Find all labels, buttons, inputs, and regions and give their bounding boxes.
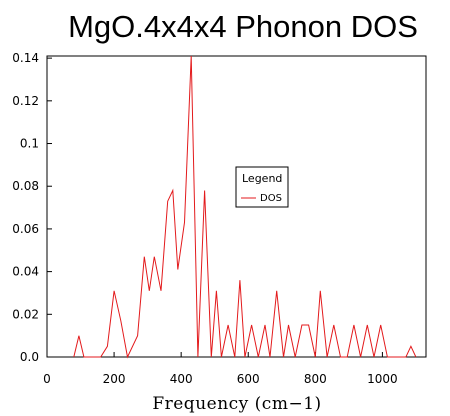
x-tick-label: 400: [170, 372, 193, 386]
x-tick-label: 1000: [367, 372, 398, 386]
legend-box: [235, 166, 289, 208]
y-tick-label: 0.0: [20, 350, 39, 364]
y-tick-label: 0.1: [20, 137, 39, 151]
x-tick-label: 0: [43, 372, 51, 386]
y-tick-label: 0.04: [12, 265, 39, 279]
y-tick-label: 0.12: [12, 94, 39, 108]
x-tick-label: 600: [237, 372, 260, 386]
legend: Legend DOS: [235, 166, 289, 208]
y-tick-label: 0.02: [12, 307, 39, 321]
plot-frame: [46, 55, 427, 358]
x-tick-label: 200: [103, 372, 126, 386]
legend-entry-dos: DOS: [260, 193, 282, 204]
series-layer: [73, 55, 417, 359]
x-axis-label: Frequency (cm−1): [152, 394, 321, 414]
y-tick-label: 0.14: [12, 51, 39, 65]
y-tick-label: 0.08: [12, 179, 39, 193]
x-tick-label: 800: [304, 372, 327, 386]
series-line-dos: [73, 55, 417, 359]
x-axis-ticks: 0 200 400 600 800 1000: [43, 352, 398, 386]
y-axis-ticks: 0.0 0.02 0.04 0.06 0.08 0.1 0.12 0.14: [12, 51, 52, 364]
chart-title: MgO.4x4x4 Phonon DOS: [68, 9, 418, 44]
legend-title: Legend: [242, 172, 282, 185]
y-tick-label: 0.06: [12, 222, 39, 236]
